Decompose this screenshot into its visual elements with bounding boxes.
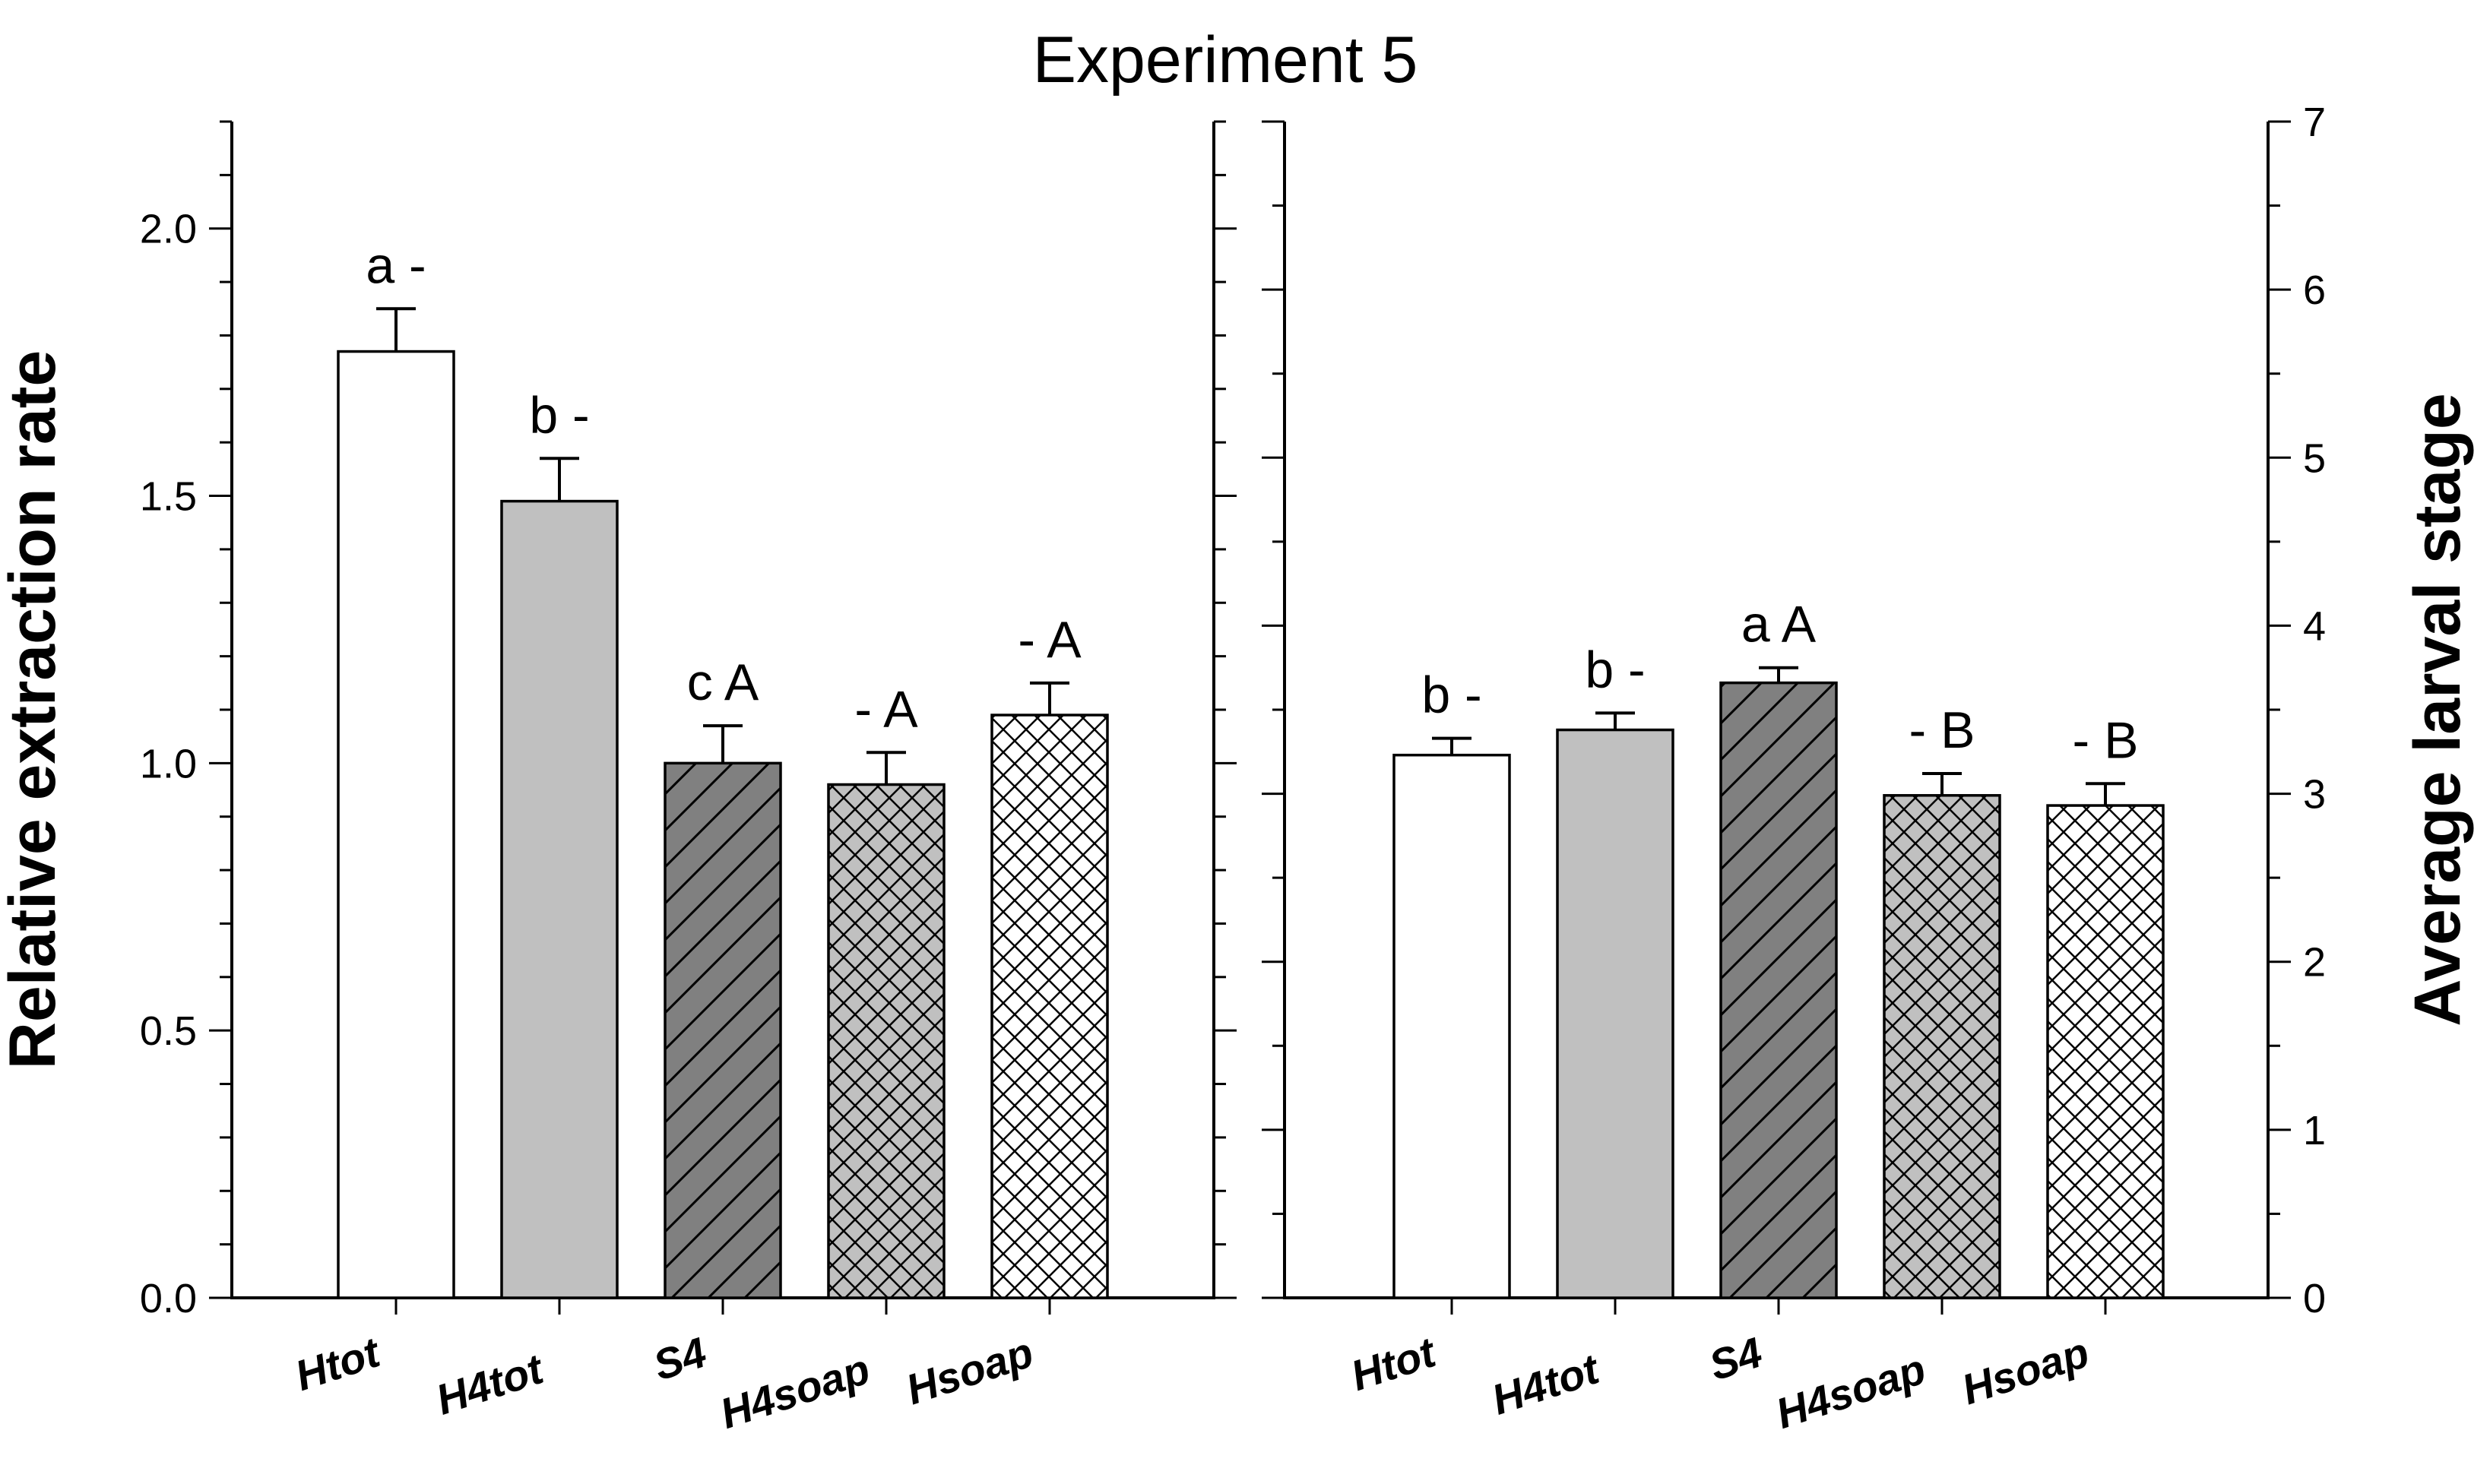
left-significance-label: b - xyxy=(529,386,589,444)
right-category-label: S4 xyxy=(1703,1327,1768,1389)
right-y-axis-label: Average larval stage xyxy=(2401,393,2474,1026)
chart-title: Experiment 5 xyxy=(1033,24,1418,97)
right-bar-h4soap xyxy=(1883,794,2001,1299)
right-significance-label: a A xyxy=(1741,596,1817,653)
right-y-tick-label: 0 xyxy=(2303,1276,2326,1321)
right-y-tick-label: 2 xyxy=(2303,940,2326,986)
left-panel: 0.0 0.5 1.0 1.5 2.0 Relative extraction rate a… xyxy=(0,120,1237,1438)
right-category-label: Hsoap xyxy=(1956,1327,2094,1413)
right-y-tick-label: 1 xyxy=(2303,1108,2326,1153)
left-category-label: H4soap xyxy=(714,1344,876,1437)
right-y-tick-label: 4 xyxy=(2303,603,2326,649)
right-significance-label: - B xyxy=(2073,711,2139,769)
left-category-label: Htot xyxy=(290,1327,387,1400)
left-significance-label: c A xyxy=(687,653,759,711)
right-panel: 0 1 2 3 4 5 6 7 Average larval stage b - Htot b - H4… xyxy=(1262,100,2474,1438)
chart-panels: 0.0 0.5 1.0 1.5 2.0 Relative extraction rate a… xyxy=(0,100,2474,1438)
left-bar-hsoap xyxy=(990,714,1109,1299)
right-y-tick-label: 6 xyxy=(2303,267,2326,313)
right-bar-htot xyxy=(1392,753,1511,1299)
right-y-tick-label: 7 xyxy=(2303,100,2326,145)
right-category-label: H4tot xyxy=(1486,1344,1606,1424)
right-significance-label: b - xyxy=(1585,641,1645,698)
right-significance-label: - B xyxy=(1909,701,1975,759)
right-bar-s4 xyxy=(1719,681,1838,1299)
left-bar-s4 xyxy=(664,761,782,1299)
left-y-axis-label: Relative extraction rate xyxy=(0,350,69,1069)
left-category-label: S4 xyxy=(648,1327,712,1389)
left-y-tick-label: 2.0 xyxy=(140,207,197,252)
left-bar-h4soap xyxy=(827,783,946,1299)
left-bar-htot xyxy=(337,350,455,1299)
left-significance-label: - A xyxy=(1018,611,1082,669)
right-significance-label: b - xyxy=(1421,666,1481,724)
left-y-tick-label: 0.5 xyxy=(140,1008,197,1054)
left-y-tick-label: 1.5 xyxy=(140,474,197,520)
left-y-tick-label: 1.0 xyxy=(140,741,197,786)
left-significance-label: - A xyxy=(854,680,918,738)
left-bar-h4tot xyxy=(500,499,619,1299)
right-category-label: H4soap xyxy=(1770,1344,1931,1437)
right-y-tick-label: 3 xyxy=(2303,772,2326,818)
right-bar-hsoap xyxy=(2046,804,2165,1299)
left-category-label: H4tot xyxy=(430,1344,550,1424)
right-y-tick-label: 5 xyxy=(2303,435,2326,481)
left-significance-label: a - xyxy=(366,236,426,294)
left-y-tick-label: 0.0 xyxy=(140,1276,197,1321)
left-category-label: Hsoap xyxy=(900,1327,1038,1413)
right-bar-h4tot xyxy=(1556,728,1674,1299)
right-category-label: Htot xyxy=(1345,1327,1443,1400)
